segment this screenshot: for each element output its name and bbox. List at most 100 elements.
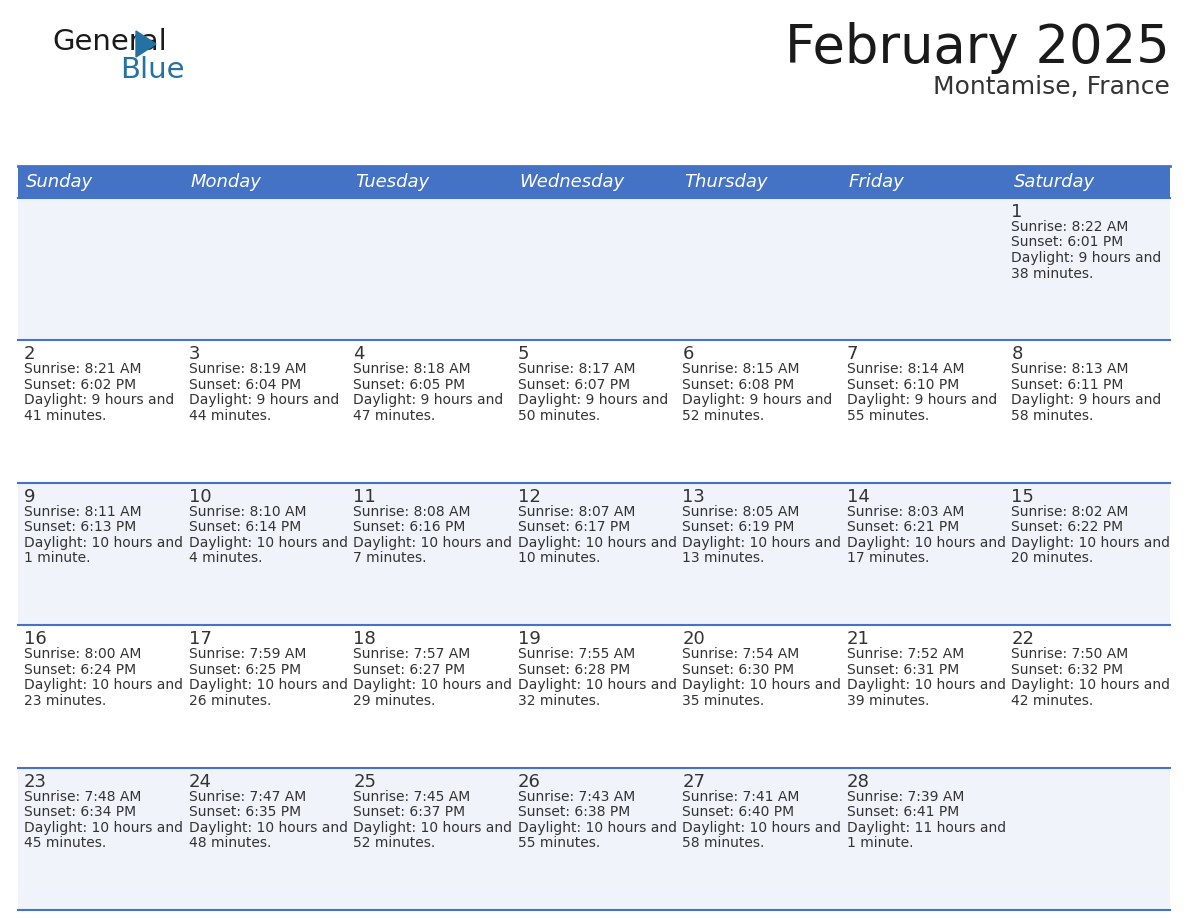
Text: Sunset: 6:16 PM: Sunset: 6:16 PM [353,521,466,534]
Text: Daylight: 10 hours and: Daylight: 10 hours and [518,821,677,834]
Text: 3: 3 [189,345,200,364]
Text: Sunrise: 7:45 AM: Sunrise: 7:45 AM [353,789,470,803]
Text: 22: 22 [1011,630,1035,648]
Text: Sunset: 6:25 PM: Sunset: 6:25 PM [189,663,301,677]
Text: 11: 11 [353,487,375,506]
Text: Sunrise: 8:10 AM: Sunrise: 8:10 AM [189,505,307,519]
Text: 10: 10 [189,487,211,506]
Text: Sunrise: 8:05 AM: Sunrise: 8:05 AM [682,505,800,519]
Bar [183,483,347,625]
Text: 4: 4 [353,345,365,364]
Text: 38 minutes.: 38 minutes. [1011,266,1094,281]
Text: Sunset: 6:41 PM: Sunset: 6:41 PM [847,805,959,819]
Text: Daylight: 10 hours and: Daylight: 10 hours and [24,536,183,550]
Bar [183,341,347,483]
Text: Daylight: 10 hours and: Daylight: 10 hours and [353,821,512,834]
Text: 1: 1 [1011,203,1023,221]
Text: 8: 8 [1011,345,1023,364]
Text: 15: 15 [1011,487,1035,506]
Bar [1005,341,1170,483]
Text: 44 minutes.: 44 minutes. [189,409,271,423]
Text: Daylight: 10 hours and: Daylight: 10 hours and [847,536,1006,550]
Text: Daylight: 9 hours and: Daylight: 9 hours and [847,394,997,408]
Text: Sunrise: 7:41 AM: Sunrise: 7:41 AM [682,789,800,803]
Text: Sunrise: 7:48 AM: Sunrise: 7:48 AM [24,789,141,803]
Text: Sunrise: 8:11 AM: Sunrise: 8:11 AM [24,505,141,519]
Text: Sunrise: 7:57 AM: Sunrise: 7:57 AM [353,647,470,661]
Bar [18,198,183,341]
Text: Daylight: 10 hours and: Daylight: 10 hours and [1011,678,1170,692]
Text: 55 minutes.: 55 minutes. [847,409,929,423]
Text: Sunset: 6:30 PM: Sunset: 6:30 PM [682,663,795,677]
Text: Daylight: 9 hours and: Daylight: 9 hours and [24,394,175,408]
Bar [347,483,512,625]
Text: Sunset: 6:22 PM: Sunset: 6:22 PM [1011,521,1124,534]
Text: Daylight: 9 hours and: Daylight: 9 hours and [353,394,504,408]
Bar [18,341,183,483]
Text: Daylight: 10 hours and: Daylight: 10 hours and [24,821,183,834]
Text: Monday: Monday [190,173,261,191]
Text: Sunrise: 8:21 AM: Sunrise: 8:21 AM [24,363,141,376]
Text: February 2025: February 2025 [785,22,1170,74]
Text: Daylight: 10 hours and: Daylight: 10 hours and [189,536,348,550]
Text: Daylight: 10 hours and: Daylight: 10 hours and [189,678,348,692]
Text: 2: 2 [24,345,36,364]
Text: 17: 17 [189,630,211,648]
Text: 29 minutes.: 29 minutes. [353,694,436,708]
Text: Sunset: 6:21 PM: Sunset: 6:21 PM [847,521,959,534]
Bar [512,341,676,483]
Text: 19: 19 [518,630,541,648]
Text: 12: 12 [518,487,541,506]
Text: 7: 7 [847,345,859,364]
Text: Sunrise: 7:59 AM: Sunrise: 7:59 AM [189,647,307,661]
Text: Sunset: 6:19 PM: Sunset: 6:19 PM [682,521,795,534]
Text: 42 minutes.: 42 minutes. [1011,694,1094,708]
Text: 52 minutes.: 52 minutes. [682,409,765,423]
Text: Sunrise: 8:18 AM: Sunrise: 8:18 AM [353,363,470,376]
Text: Sunset: 6:24 PM: Sunset: 6:24 PM [24,663,137,677]
Bar [676,198,841,341]
Text: Daylight: 9 hours and: Daylight: 9 hours and [682,394,833,408]
Text: Sunset: 6:04 PM: Sunset: 6:04 PM [189,378,301,392]
Bar [347,198,512,341]
Text: 58 minutes.: 58 minutes. [682,836,765,850]
Text: Sunrise: 8:02 AM: Sunrise: 8:02 AM [1011,505,1129,519]
Text: 9: 9 [24,487,36,506]
Text: 7 minutes.: 7 minutes. [353,552,426,565]
Text: Sunset: 6:07 PM: Sunset: 6:07 PM [518,378,630,392]
Text: 26: 26 [518,773,541,790]
Polygon shape [135,31,156,57]
Text: Daylight: 9 hours and: Daylight: 9 hours and [189,394,339,408]
Text: Sunrise: 8:19 AM: Sunrise: 8:19 AM [189,363,307,376]
Text: Blue: Blue [120,56,184,84]
Bar [347,625,512,767]
Text: 1 minute.: 1 minute. [847,836,914,850]
Text: Sunset: 6:05 PM: Sunset: 6:05 PM [353,378,466,392]
Text: 1 minute.: 1 minute. [24,552,90,565]
Bar [512,625,676,767]
Text: 39 minutes.: 39 minutes. [847,694,929,708]
Bar [512,483,676,625]
Text: Sunset: 6:31 PM: Sunset: 6:31 PM [847,663,959,677]
Text: Sunset: 6:02 PM: Sunset: 6:02 PM [24,378,137,392]
Bar [676,767,841,910]
Text: Montamise, France: Montamise, France [933,75,1170,99]
Text: Sunrise: 7:54 AM: Sunrise: 7:54 AM [682,647,800,661]
Text: Sunset: 6:37 PM: Sunset: 6:37 PM [353,805,466,819]
Text: Sunset: 6:28 PM: Sunset: 6:28 PM [518,663,630,677]
Bar [1005,625,1170,767]
Text: Friday: Friday [849,173,904,191]
Bar [841,767,1005,910]
Text: 52 minutes.: 52 minutes. [353,836,435,850]
Bar [841,341,1005,483]
Text: 18: 18 [353,630,375,648]
Text: 13: 13 [682,487,706,506]
Text: 20 minutes.: 20 minutes. [1011,552,1094,565]
Text: Sunrise: 7:43 AM: Sunrise: 7:43 AM [518,789,634,803]
Text: Sunset: 6:32 PM: Sunset: 6:32 PM [1011,663,1124,677]
Text: Sunrise: 8:15 AM: Sunrise: 8:15 AM [682,363,800,376]
Text: 45 minutes.: 45 minutes. [24,836,106,850]
Text: 58 minutes.: 58 minutes. [1011,409,1094,423]
Bar [676,483,841,625]
Text: Sunrise: 8:08 AM: Sunrise: 8:08 AM [353,505,470,519]
